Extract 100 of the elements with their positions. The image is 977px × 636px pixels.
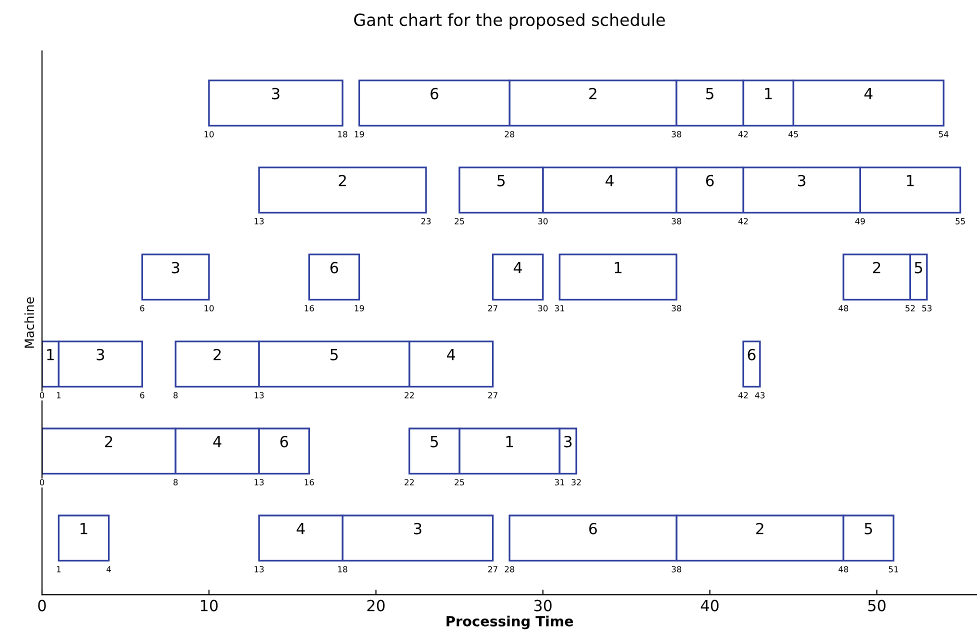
annotation: 25	[454, 479, 464, 486]
y-axis-title: Machine	[24, 297, 34, 348]
series-label: 4	[446, 349, 456, 360]
text: 4	[106, 566, 111, 572]
text: 3	[96, 348, 104, 360]
bar	[558, 254, 678, 301]
text: 5	[706, 88, 714, 100]
annotation: 1	[907, 175, 914, 186]
annotation: 42	[738, 131, 748, 138]
annotation: 48	[838, 566, 848, 572]
text: 1	[506, 436, 513, 448]
bar	[258, 166, 427, 214]
text: 6	[140, 305, 144, 312]
text: 3	[414, 522, 422, 534]
bar	[58, 514, 110, 562]
annotation: 8	[173, 392, 178, 398]
annotation: 6	[706, 174, 714, 186]
text: 4	[514, 262, 522, 274]
annotation: 31	[554, 479, 564, 486]
annotation: 48	[838, 305, 848, 312]
annotation: 28	[504, 131, 514, 138]
annotation: 25	[454, 218, 464, 224]
text: 3	[798, 174, 806, 186]
annotation: 18	[338, 566, 348, 572]
text: 5	[330, 349, 338, 360]
text: 1	[80, 523, 88, 534]
text: 1	[56, 566, 61, 572]
text: 3	[172, 262, 180, 274]
text: 2	[338, 174, 346, 186]
series-label: 3	[564, 436, 572, 448]
x-axis-title: Processing Time	[446, 616, 573, 630]
text: 6	[280, 436, 288, 448]
annotation: 19	[354, 305, 364, 312]
text: 4	[606, 175, 614, 186]
bar	[141, 254, 210, 301]
annotation: 0	[40, 479, 44, 486]
series-label: 6	[748, 348, 756, 360]
annotation: 38	[672, 131, 682, 138]
annotation: 42	[738, 218, 748, 224]
annotation: 13	[254, 566, 264, 572]
x-tick-label: 50	[868, 600, 886, 612]
x-tick-label: 40	[700, 600, 719, 612]
annotation: 30	[538, 305, 548, 312]
annotation: 49	[855, 218, 865, 224]
annotation: 38	[672, 218, 682, 224]
annotation: 13	[254, 479, 264, 486]
text: 5	[497, 175, 505, 186]
text: 2	[589, 88, 596, 100]
annotation: 1	[765, 88, 772, 100]
x-tick-label: 10	[200, 600, 218, 612]
annotation: 4	[864, 88, 872, 100]
bar	[492, 254, 544, 301]
text: 6	[140, 392, 144, 398]
text: 5	[430, 436, 438, 448]
annotation: 8	[173, 479, 178, 486]
annotation: 43	[755, 392, 765, 398]
text: 4	[213, 436, 222, 448]
annotation: 28	[504, 566, 514, 572]
annotation: 54	[938, 131, 948, 138]
annotation: 16	[304, 479, 314, 486]
annotation: 38	[672, 566, 682, 572]
annotation: 32	[572, 479, 581, 486]
annotation: 13	[254, 218, 264, 224]
annotation: 51	[888, 566, 898, 572]
annotation: 27	[488, 305, 498, 312]
annotation: 23	[421, 218, 431, 224]
annotation: 27	[488, 566, 498, 572]
annotation: 19	[354, 131, 364, 138]
annotation: 6	[430, 88, 438, 100]
text: 1	[614, 262, 622, 274]
annotation: 13	[254, 392, 264, 398]
x-tick-label: 20	[367, 600, 385, 612]
annotation: 0	[40, 392, 44, 398]
annotation: 27	[488, 392, 498, 398]
annotation: 22	[404, 479, 414, 486]
chart-title: Gant chart for the proposed schedule	[354, 13, 665, 30]
annotation: 52	[906, 305, 915, 312]
series-label: 1	[47, 349, 54, 360]
annotation: 55	[956, 218, 965, 224]
annotation: 53	[922, 305, 932, 312]
annotation: 38	[672, 305, 682, 312]
text: 6	[330, 262, 338, 274]
bar	[208, 80, 344, 127]
annotation: 31	[554, 305, 564, 312]
annotation: 42	[738, 392, 748, 398]
annotation: 30	[538, 218, 548, 224]
series-label: 5	[914, 262, 922, 274]
text: 4	[296, 523, 305, 534]
annotation: 18	[338, 131, 348, 138]
bar	[308, 254, 360, 301]
text: 2	[873, 262, 880, 274]
bar	[742, 340, 761, 388]
text: 2	[756, 522, 764, 534]
annotation: 10	[204, 131, 214, 138]
annotation: 45	[788, 131, 798, 138]
annotation: 22	[404, 392, 414, 398]
text: 1	[56, 392, 61, 398]
text: 6	[589, 522, 597, 534]
x-tick-label: 0	[38, 600, 46, 612]
text: 2	[105, 436, 112, 448]
